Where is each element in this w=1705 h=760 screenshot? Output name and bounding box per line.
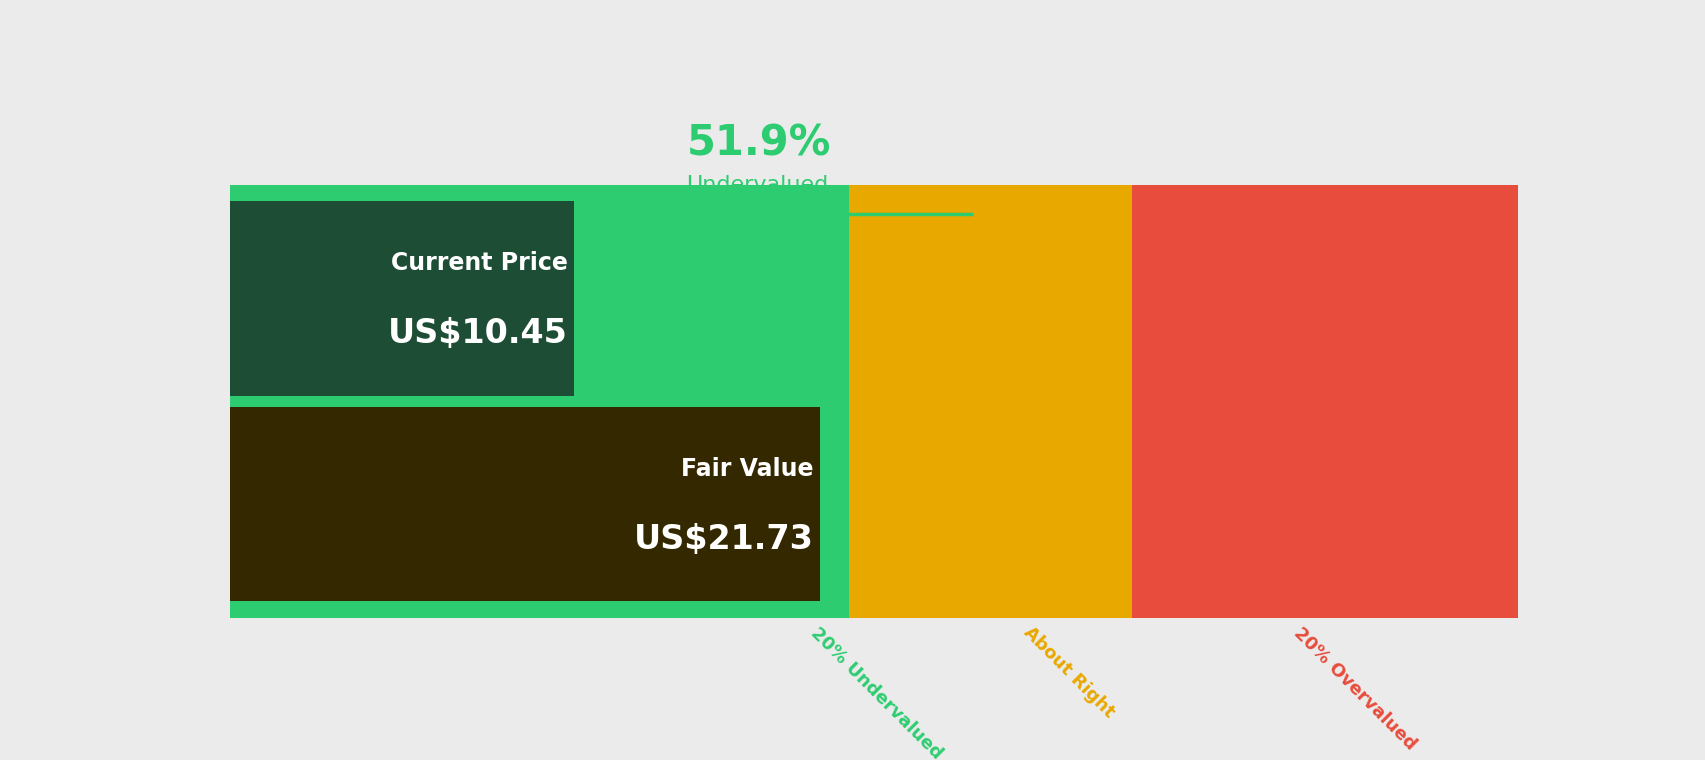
Bar [230,201,575,395]
Bar [230,395,847,407]
Bar [230,185,847,201]
Bar [1130,185,1517,618]
Bar [230,185,847,618]
Text: 20% Undervalued: 20% Undervalued [806,624,946,760]
Text: Fair Value: Fair Value [680,458,813,481]
Bar [230,407,820,601]
Text: 51.9%: 51.9% [685,123,830,165]
Text: About Right: About Right [1020,624,1117,722]
Text: US$21.73: US$21.73 [633,523,813,556]
Bar [847,185,958,618]
Text: Current Price: Current Price [390,252,568,275]
Bar [958,185,1130,618]
Bar [230,601,847,618]
Text: 20% Overvalued: 20% Overvalued [1289,624,1419,753]
Text: Undervalued: Undervalued [685,175,829,195]
Text: US$10.45: US$10.45 [387,317,568,350]
